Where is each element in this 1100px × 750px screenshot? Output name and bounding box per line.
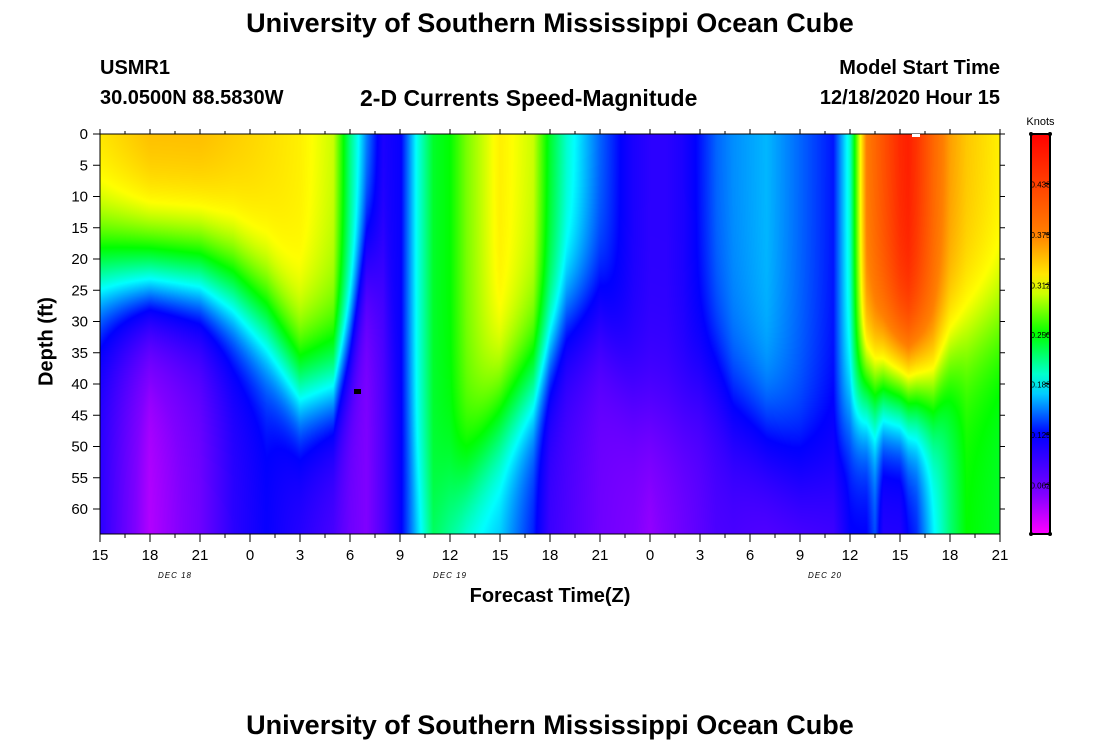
x-tick-label: 12 [442,547,459,564]
x-tick-label: 21 [992,547,1009,564]
x-tick-label: 0 [646,547,654,564]
x-tick-label: 15 [892,547,909,564]
x-tick-label: 3 [696,547,704,564]
x-tick-label: 15 [492,547,509,564]
date-label: DEC 20 [808,571,842,580]
colorbar-tick-label: 0.062 [1030,481,1051,490]
x-axis-title: Forecast Time(Z) [469,585,631,607]
x-tick-label: 0 [246,547,254,564]
x-tick-label: 6 [346,547,354,564]
y-tick-label: 30 [71,314,88,331]
y-tick-label: 0 [80,126,88,143]
colorbar-tick-label: 0.375 [1030,231,1051,240]
station-id: USMR1 [100,57,171,79]
date-label: DEC 19 [433,571,467,580]
x-tick-label: 12 [842,547,859,564]
model-start-label: Model Start Time [839,57,1000,79]
y-tick-label: 45 [71,407,88,424]
colorbar-dot [1048,532,1052,536]
x-tick-label: 9 [796,547,804,564]
y-tick-label: 60 [71,501,88,518]
colorbar-tick-label: 0.250 [1030,331,1051,340]
x-tick-label: 15 [92,547,109,564]
y-tick-label: 25 [71,282,88,299]
y-tick-label: 35 [71,345,88,362]
colorbar-tick-label: 0.125 [1030,431,1051,440]
plot-title: 2-D Currents Speed-Magnitude [360,85,698,111]
page-footer-title: University of Southern Mississippi Ocean… [246,710,854,740]
page-title: University of Southern Mississippi Ocean… [246,8,854,38]
colorbar-dot [1048,132,1052,136]
colorbar-title: Knots [1026,116,1055,128]
colorbar-dot [1029,532,1033,536]
x-tick-label: 3 [296,547,304,564]
x-tick-label: 21 [592,547,609,564]
x-tick-label: 21 [192,547,209,564]
y-tick-label: 10 [71,189,88,206]
x-tick-label: 6 [746,547,754,564]
x-tick-label: 9 [396,547,404,564]
colorbar-tick-label: 0.438 [1030,181,1051,190]
x-tick-label: 18 [542,547,559,564]
colorbar-frame [1030,133,1051,535]
colorbar-tick-label: 0.188 [1030,381,1051,390]
y-tick-label: 5 [80,157,88,174]
y-tick-label: 15 [71,220,88,237]
y-tick-label: 50 [71,439,88,456]
date-label: DEC 18 [158,571,192,580]
y-tick-label: 40 [71,376,88,393]
x-tick-label: 18 [942,547,959,564]
model-start-value: 12/18/2020 Hour 15 [819,87,1000,109]
y-tick-label: 55 [71,470,88,487]
colorbar-fill [1031,134,1050,534]
colorbar-tick-label: 0.312 [1030,281,1051,290]
y-axis-title: Depth (ft) [35,297,58,386]
station-coordinates: 30.0500N 88.5830W [100,87,284,109]
heatmap-field [100,134,1000,534]
x-tick-label: 18 [142,547,159,564]
y-tick-label: 20 [71,251,88,268]
colorbar-dot [1029,132,1033,136]
